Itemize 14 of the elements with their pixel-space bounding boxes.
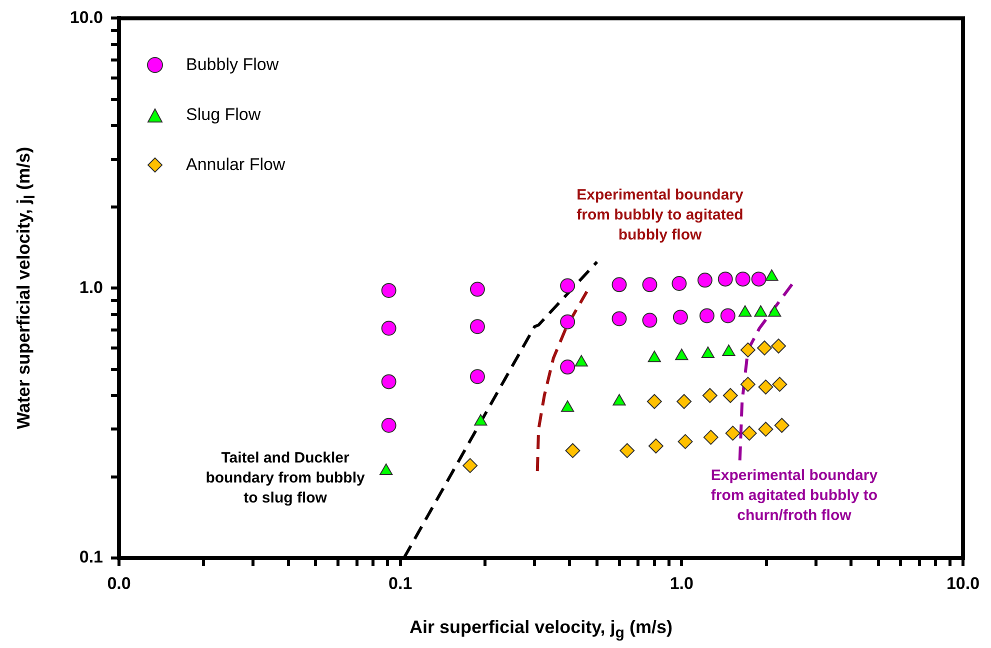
legend-label: Bubbly Flow	[186, 55, 279, 75]
x-tick-label: 1.0	[670, 574, 694, 593]
annotation: Experimental boundary from bubbly to agitated bubbly flow	[576, 186, 744, 244]
y-tick-label: 10.0	[70, 8, 103, 27]
legend-label: Slug Flow	[186, 105, 261, 125]
x-axis-title: Air superficial velocity, j$_{g}$ (m/s)	[408, 617, 674, 642]
annotation: Experimental boundary from agitated bubbly to churn/froth flow	[710, 467, 878, 524]
x-tick-label: 10.0	[946, 574, 980, 593]
legend-label: Annular Flow	[186, 155, 286, 175]
annotation: Taitel and Duckler boundary from bubbly to slug flow	[206, 449, 366, 506]
y-tick-label: 1.0	[79, 278, 103, 297]
y-tick-label: 0.1	[79, 548, 103, 567]
x-tick-label: 0.1	[388, 574, 412, 593]
x-tick-label: 0.0	[107, 574, 131, 593]
